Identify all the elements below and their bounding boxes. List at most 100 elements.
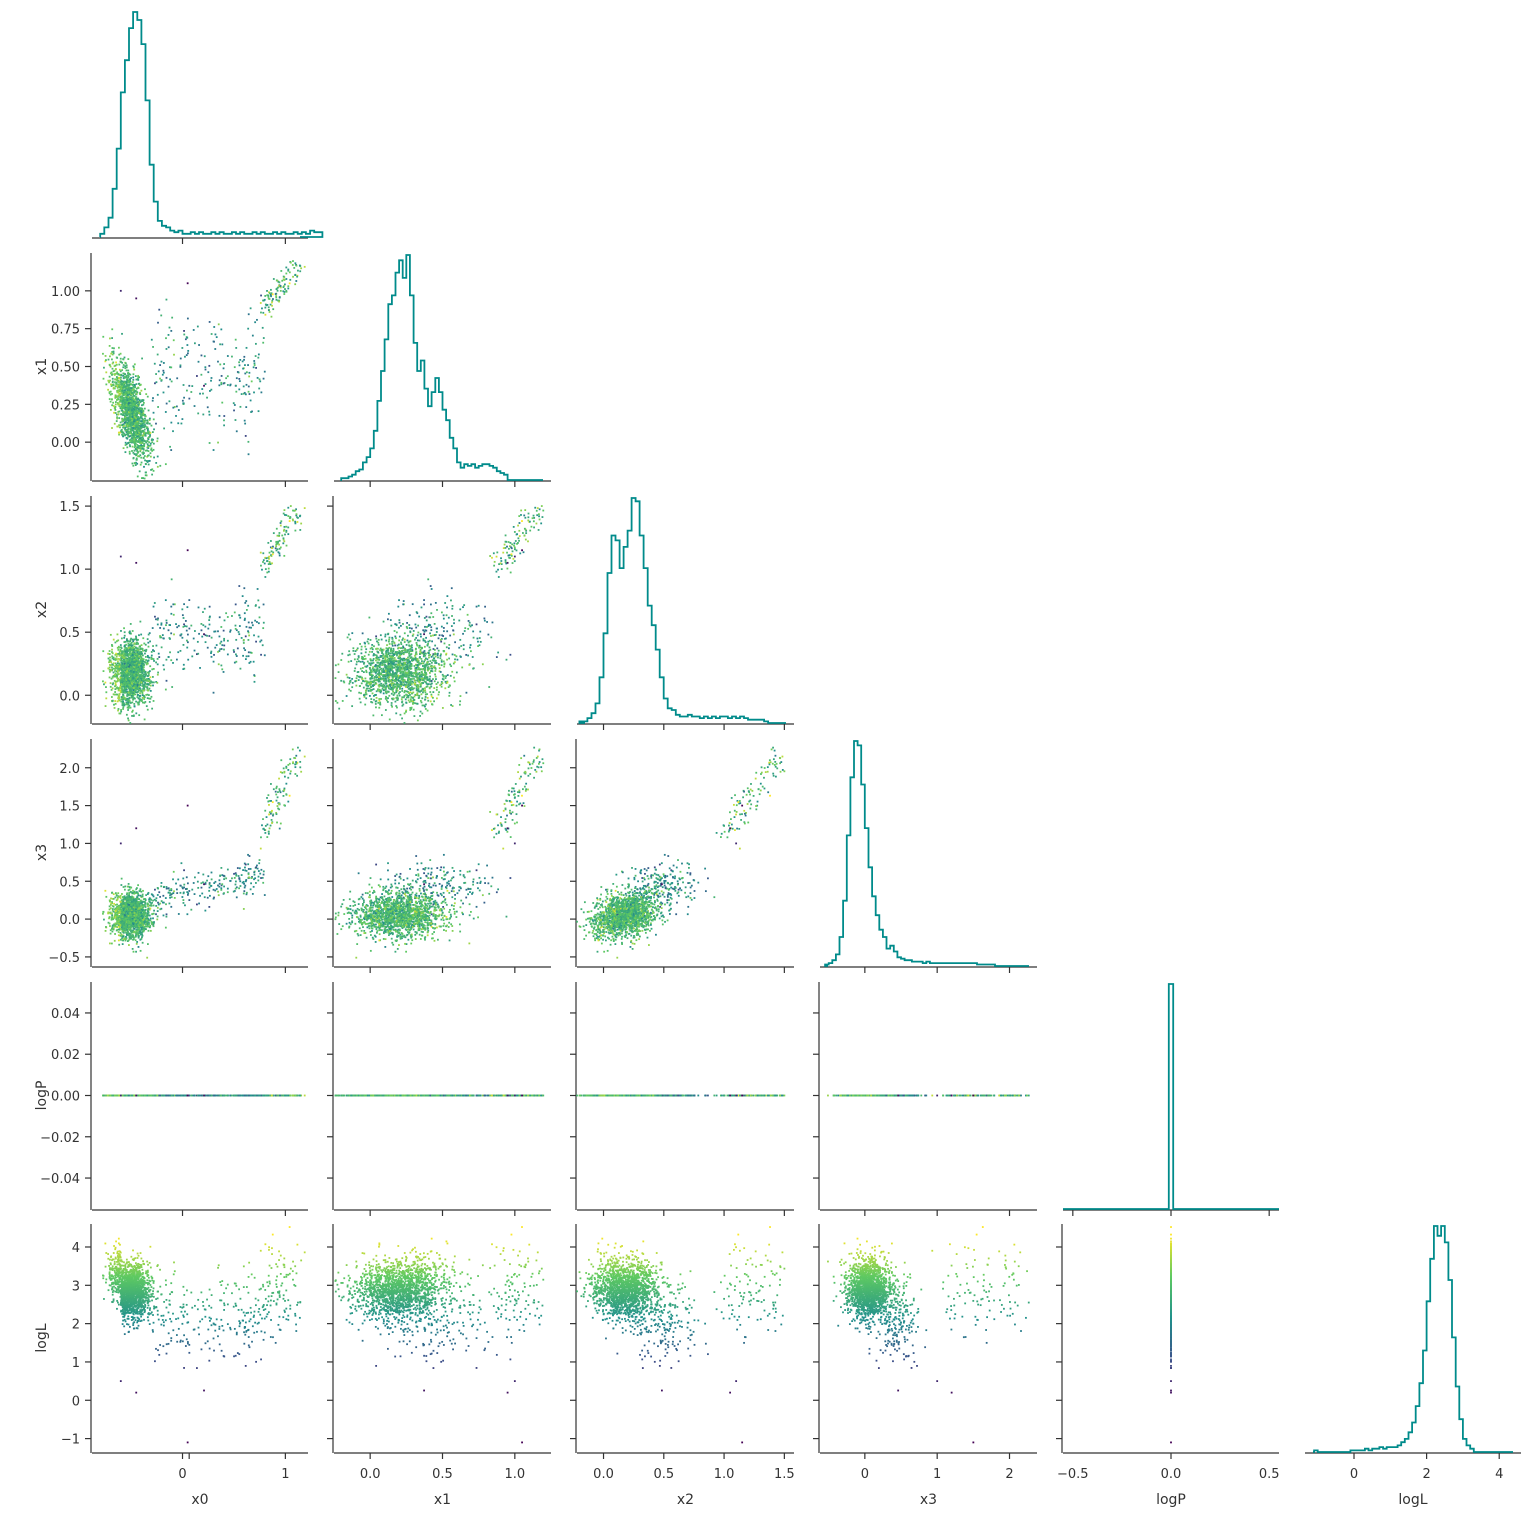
point: [122, 684, 124, 686]
point: [146, 705, 148, 707]
point: [285, 278, 287, 280]
point: [163, 392, 165, 394]
point: [122, 420, 124, 422]
point: [147, 675, 149, 677]
point: [253, 366, 255, 368]
point: [157, 466, 159, 468]
point: [449, 635, 451, 637]
point: [213, 661, 215, 663]
panel-x1-x3: [327, 739, 551, 973]
point: [223, 649, 225, 651]
point: [123, 667, 125, 669]
point: [111, 427, 113, 429]
point: [157, 322, 159, 324]
point: [209, 624, 211, 626]
point: [142, 650, 144, 652]
point: [148, 438, 150, 440]
point: [130, 422, 132, 424]
point: [418, 667, 420, 669]
point: [131, 441, 133, 443]
point: [165, 689, 167, 691]
point: [121, 404, 123, 406]
point: [371, 676, 373, 678]
point: [132, 446, 134, 448]
point: [142, 660, 144, 662]
point: [505, 547, 507, 549]
point: [135, 375, 137, 377]
point: [294, 522, 296, 524]
point: [220, 665, 222, 667]
point: [143, 410, 145, 412]
point: [218, 323, 220, 325]
point: [220, 382, 222, 384]
point: [132, 664, 134, 666]
point: [144, 682, 146, 684]
point: [434, 623, 436, 625]
point: [132, 392, 134, 394]
point: [109, 345, 111, 347]
point: [455, 655, 457, 657]
point: [355, 685, 357, 687]
point: [111, 328, 113, 330]
point: [135, 407, 137, 409]
point: [153, 418, 155, 420]
point: [121, 652, 123, 654]
point: [448, 695, 450, 697]
point: [109, 657, 111, 659]
point: [114, 381, 116, 383]
point: [115, 383, 117, 385]
point: [119, 369, 121, 371]
point: [123, 377, 125, 379]
point: [198, 344, 200, 346]
point: [424, 691, 426, 693]
point: [132, 465, 134, 467]
point: [188, 599, 190, 601]
point: [263, 559, 265, 561]
point: [424, 659, 426, 661]
point: [438, 637, 440, 639]
point: [162, 374, 164, 376]
point: [109, 398, 111, 400]
point: [511, 553, 513, 555]
tick-label: −1: [61, 1433, 80, 1448]
point: [439, 667, 441, 669]
point: [144, 388, 146, 390]
point: [153, 700, 155, 702]
point: [129, 631, 131, 633]
point: [510, 542, 512, 544]
point: [187, 282, 189, 284]
point: [153, 658, 155, 660]
tick-label: 0.0: [1161, 1467, 1182, 1482]
point: [404, 648, 406, 650]
point: [183, 397, 185, 399]
point: [135, 409, 137, 411]
point: [127, 662, 129, 664]
point: [273, 278, 275, 280]
scatter-x0-x1: [102, 260, 306, 479]
point: [131, 645, 133, 647]
point: [162, 370, 164, 372]
point: [393, 648, 395, 650]
point: [141, 662, 143, 664]
point: [123, 672, 125, 674]
point: [413, 630, 415, 632]
point: [401, 696, 403, 698]
point: [119, 426, 121, 428]
point: [356, 663, 358, 665]
point: [263, 604, 265, 606]
point: [149, 701, 151, 703]
point: [132, 365, 134, 367]
point: [519, 552, 521, 554]
point: [294, 530, 296, 532]
point: [102, 680, 104, 682]
point: [254, 321, 256, 323]
x-axis-title: logL: [1398, 1492, 1427, 1508]
point: [115, 386, 117, 388]
point: [425, 678, 427, 680]
y-axis-title: x2: [34, 601, 50, 618]
point: [236, 655, 238, 657]
point: [492, 622, 494, 624]
point: [211, 377, 213, 379]
point: [202, 611, 204, 613]
point: [272, 552, 274, 554]
